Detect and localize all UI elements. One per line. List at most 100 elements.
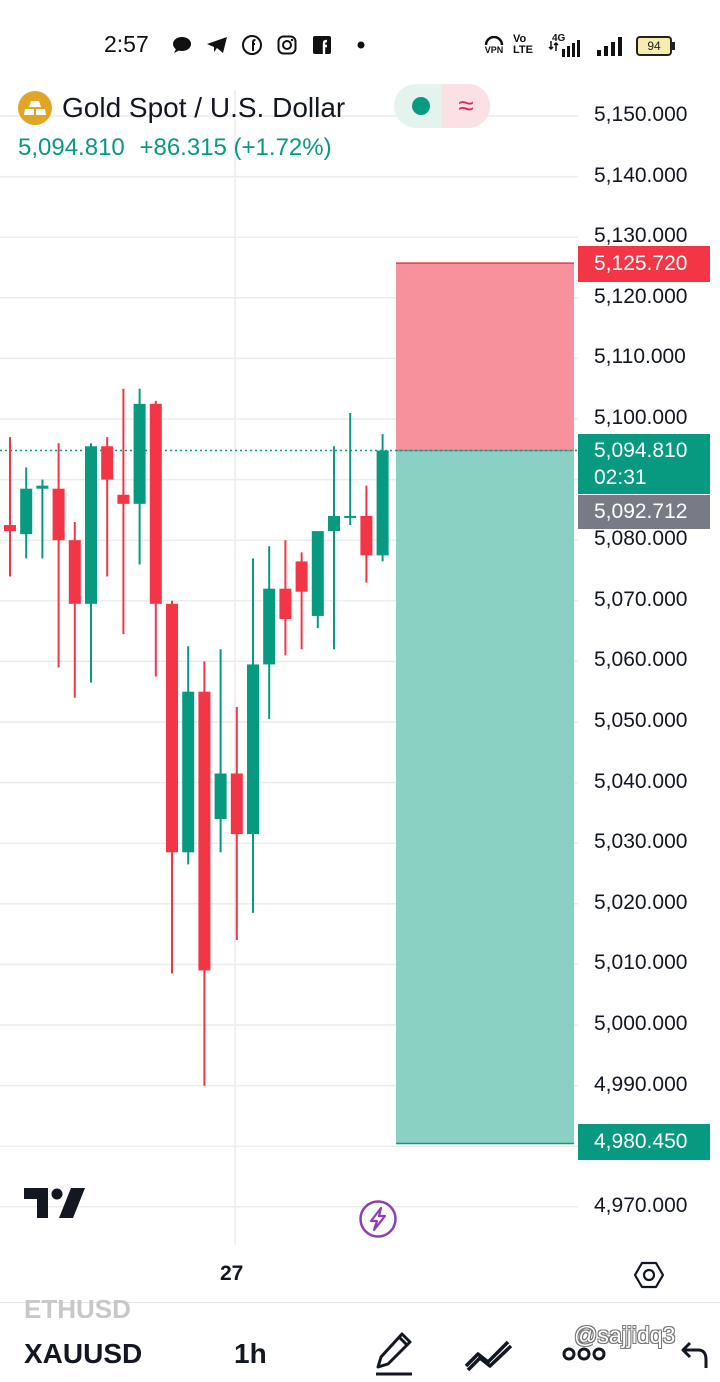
lightning-icon[interactable] <box>359 1200 397 1238</box>
price-axis-label: 5,140.000 <box>594 163 688 187</box>
price-axis-label: 5,040.000 <box>594 769 688 793</box>
candle-body <box>295 561 308 592</box>
candle <box>311 531 324 629</box>
candle <box>4 437 16 577</box>
candle-body <box>52 488 65 541</box>
candle-body <box>68 540 81 604</box>
facebook-square-icon <box>313 36 331 54</box>
status-bar: 2:57 VPN Vo LTE 4G 94 <box>0 0 720 90</box>
price-axis-label: 5,020.000 <box>594 890 688 914</box>
wave-icon[interactable]: ≈ <box>442 84 490 128</box>
candle <box>263 546 276 719</box>
price-axis-label: 5,030.000 <box>594 830 688 854</box>
price-axis-label: 5,100.000 <box>594 406 688 429</box>
candle <box>149 400 162 677</box>
candle <box>166 600 178 974</box>
candle-body <box>36 485 49 489</box>
price-axis-label: 4,990.000 <box>594 1072 688 1096</box>
candle <box>85 443 97 683</box>
candle-body <box>20 488 33 535</box>
current-price-value: 5,094.810 <box>594 439 688 462</box>
candle <box>344 412 357 526</box>
market-status-pills[interactable]: ≈ <box>394 84 490 128</box>
price-change-pct: (+1.72%) <box>233 134 332 161</box>
price-axis-label: 5,000.000 <box>594 1012 688 1035</box>
time-axis-label: 27 <box>220 1262 244 1285</box>
candle <box>214 649 227 853</box>
price-chart[interactable] <box>0 0 720 1300</box>
price-axis-label: 5,070.000 <box>594 587 688 611</box>
candle <box>68 522 81 698</box>
facebook-icon <box>242 35 262 55</box>
candle <box>295 552 308 650</box>
symbol-header[interactable]: Gold Spot / U.S. Dollar <box>18 86 345 130</box>
price-summary: 5,094.810 +86.315 (+1.72%) <box>18 134 332 162</box>
instagram-icon <box>277 35 297 55</box>
price-axis-label: 5,050.000 <box>594 709 688 732</box>
current-price-tag: 5,094.810 02:31 <box>578 434 710 494</box>
candle <box>101 437 114 577</box>
candle <box>247 558 259 913</box>
candle <box>133 388 146 565</box>
symbol-selector[interactable]: XAUUSD <box>24 1338 143 1369</box>
telegram-icon <box>207 37 227 53</box>
candle-body <box>230 773 243 835</box>
candle-body <box>263 588 276 665</box>
candle <box>360 485 373 583</box>
position-tool <box>396 262 574 1145</box>
mobile-data-icon: 4G <box>548 33 586 57</box>
candle-body <box>279 588 292 619</box>
symbol-title[interactable]: Gold Spot / U.S. Dollar <box>62 92 346 123</box>
price-axis-label: 5,010.000 <box>594 951 688 975</box>
candle-body <box>133 403 146 504</box>
volte-icon: Vo LTE <box>513 33 533 56</box>
price-axis-label: 5,150.000 <box>594 103 688 126</box>
settings-hexagon-icon[interactable] <box>634 1260 664 1290</box>
interval-selector[interactable]: 1h <box>234 1338 267 1369</box>
pencil-icon[interactable] <box>374 1330 414 1376</box>
stop-loss-zone <box>396 263 574 451</box>
candle <box>376 434 389 562</box>
candle-body <box>360 515 373 556</box>
candle-body <box>117 494 130 504</box>
candle <box>328 446 340 650</box>
stop-loss-price-tag: 5,125.720 <box>578 246 710 282</box>
take-profit-price-tag: 4,980.450 <box>578 1124 710 1160</box>
candle-body <box>166 603 178 853</box>
candle-body <box>101 446 114 480</box>
back-arrow-icon[interactable] <box>680 1340 710 1370</box>
network-label: 4G <box>552 33 566 44</box>
last-price: 5,094.810 <box>18 134 125 161</box>
battery-tip <box>672 42 675 50</box>
candle <box>20 467 33 559</box>
dot-icon <box>357 41 365 49</box>
chat-bubble-icon <box>173 37 191 53</box>
price-axis-label: 4,970.000 <box>594 1193 688 1217</box>
candle <box>52 443 65 668</box>
previous-symbol-ghost: ETHUSD <box>24 1294 131 1318</box>
more-icon[interactable] <box>562 1344 606 1364</box>
gold-logo-icon <box>18 91 52 125</box>
candle-body <box>182 691 195 853</box>
candle <box>117 388 130 635</box>
candle-body <box>247 664 259 835</box>
candle-body <box>214 773 227 819</box>
candles <box>4 388 389 1086</box>
watermark-text: @sajjidq3 <box>574 1322 676 1348</box>
market-open-dot-icon <box>412 97 430 115</box>
bar-countdown: 02:31 <box>594 466 647 489</box>
price-change: +86.315 <box>139 134 227 161</box>
indicators-icon[interactable] <box>464 1338 514 1372</box>
status-time: 2:57 <box>104 31 149 57</box>
candle <box>182 646 195 865</box>
candle-body <box>328 515 340 532</box>
battery-icon: 94 <box>636 36 672 56</box>
candle-body <box>198 691 211 971</box>
candle-body <box>85 446 97 604</box>
price-axis-label: 5,110.000 <box>594 345 686 369</box>
candle <box>279 540 292 656</box>
take-profit-zone <box>396 450 574 1144</box>
candle-body <box>344 515 357 518</box>
candle <box>198 661 211 1086</box>
toolbar-divider <box>0 1302 720 1303</box>
